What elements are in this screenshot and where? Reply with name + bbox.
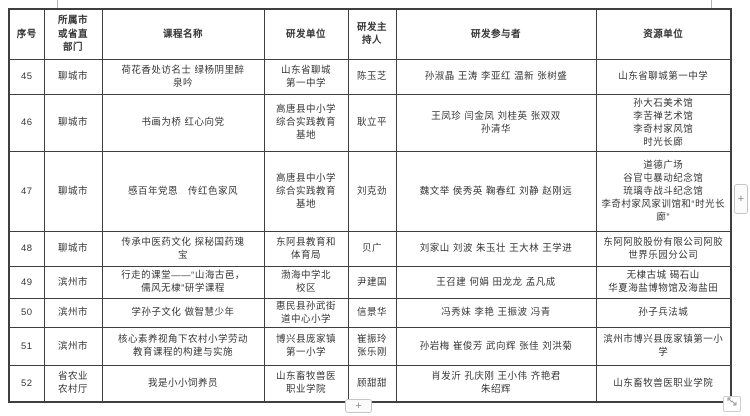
cell-unit: 高唐县中小学 综合实践教育 基地 [263, 150, 349, 232]
cell-unit: 东阿县教育和 体育局 [263, 230, 349, 267]
cell-unit: 山东省聊城 第一中学 [263, 58, 349, 95]
cell-participants: 孙淑晶 王涛 李亚红 温新 张树盛 [395, 58, 597, 95]
cell-resource: 山东省聊城第一中学 [595, 58, 732, 95]
cell-dept: 聊城市 [43, 93, 103, 152]
cell-resource: 山东畜牧兽医职业学院 [595, 364, 732, 403]
header-course: 课程名称 [101, 8, 265, 60]
cell-dept: 省农业 农村厅 [43, 364, 103, 403]
cell-lead: 信景华 [347, 297, 397, 328]
cell-course: 行走的课堂——“山海古邑， 儒风无棣”研学课程 [101, 265, 265, 299]
cell-participants: 王凤珍 闫金凤 刘桂英 张双双 孙清华 [395, 93, 597, 152]
cell-resource: 无棣古城 碣石山 华夏海盐博物馆及海盐田 [595, 265, 732, 299]
cell-no: 51 [8, 326, 45, 366]
cell-dept: 滨州市 [43, 265, 103, 299]
add-row-button[interactable]: + [345, 399, 372, 413]
table-row: 50 滨州市 学孙子文化 做智慧少年 惠民县孙武街 道中心小学 信景华 冯秀妹 … [8, 297, 732, 328]
cell-no: 48 [8, 230, 45, 267]
cell-no: 50 [8, 297, 45, 328]
plus-icon: + [737, 192, 745, 205]
cell-course: 感百年党恩 传红色家风 [101, 150, 265, 232]
table-resize-handle[interactable] [723, 396, 741, 412]
cell-no: 45 [8, 58, 45, 95]
cell-dept: 聊城市 [43, 230, 103, 267]
header-participants: 研发参与者 [395, 8, 597, 60]
page-artifact-line [711, 0, 712, 8]
header-unit: 研发单位 [263, 8, 349, 60]
cell-unit: 高唐县中小学 综合实践教育 基地 [263, 93, 349, 152]
cell-course: 荷花香处访名士 绿杨阴里醉 泉吟 [101, 58, 265, 95]
table-row: 45 聊城市 荷花香处访名士 绿杨阴里醉 泉吟 山东省聊城 第一中学 陈玉芝 孙… [8, 58, 732, 95]
cell-resource: 道德广场 谷官屯暴动纪念馆 琉璃寺战斗纪念馆 李奇村家风家训馆和“时光长 廊” [595, 150, 732, 232]
cell-lead: 尹建国 [347, 265, 397, 299]
table-row: 48 聊城市 传承中医药文化 探秘国药瑰 宝 东阿县教育和 体育局 贝广 刘家山… [8, 230, 732, 267]
header-dept: 所属市 或省直 部门 [43, 8, 103, 60]
course-table: 序号 所属市 或省直 部门 课程名称 研发单位 研发主 持人 研发参与者 资源单… [8, 8, 732, 403]
cell-course: 学孙子文化 做智慧少年 [101, 297, 265, 328]
cell-lead: 顾甜甜 [347, 364, 397, 403]
cell-resource: 东阿阿胶股份有限公司阿胶 世界乐园分公司 [595, 230, 732, 267]
table-row: 52 省农业 农村厅 我是小小饲养员 山东畜牧兽医 职业学院 顾甜甜 肖发沂 孔… [8, 364, 732, 403]
table-row: 49 滨州市 行走的课堂——“山海古邑， 儒风无棣”研学课程 渤海中学北 校区 … [8, 265, 732, 299]
table-row: 51 滨州市 核心素养视角下农村小学劳动 教育课程的构建与实施 博兴县庞家镇 第… [8, 326, 732, 366]
cell-course: 核心素养视角下农村小学劳动 教育课程的构建与实施 [101, 326, 265, 366]
cell-course: 传承中医药文化 探秘国药瑰 宝 [101, 230, 265, 267]
cell-participants: 王召建 何娟 田龙龙 孟凡成 [395, 265, 597, 299]
cell-dept: 滨州市 [43, 297, 103, 328]
cell-unit: 惠民县孙武街 道中心小学 [263, 297, 349, 328]
cell-dept: 滨州市 [43, 326, 103, 366]
header-no: 序号 [8, 8, 45, 60]
header-lead: 研发主 持人 [347, 8, 397, 60]
cell-no: 47 [8, 150, 45, 232]
cell-resource: 孙大石美术馆 李苦禅艺术馆 李奇村家风馆 时光长廊 [595, 93, 732, 152]
cell-no: 49 [8, 265, 45, 299]
cell-participants: 刘家山 刘波 朱玉壮 王大林 王学进 [395, 230, 597, 267]
cell-participants: 冯秀妹 李艳 王振波 冯青 [395, 297, 597, 328]
header-resource: 资源单位 [595, 8, 732, 60]
table-row: 47 聊城市 感百年党恩 传红色家风 高唐县中小学 综合实践教育 基地 刘克劲 … [8, 150, 732, 232]
cell-dept: 聊城市 [43, 58, 103, 95]
cell-course: 书画为桥 红心向党 [101, 93, 265, 152]
cell-participants: 肖发沂 孔庆刚 王小伟 齐艳君 朱绍辉 [395, 364, 597, 403]
cell-resource: 滨州市博兴县庞家镇第一小学 [595, 326, 732, 366]
cell-lead: 陈玉芝 [347, 58, 397, 95]
cell-unit: 渤海中学北 校区 [263, 265, 349, 299]
cell-unit: 博兴县庞家镇 第一小学 [263, 326, 349, 366]
diagonal-resize-icon [725, 395, 739, 413]
cell-course: 我是小小饲养员 [101, 364, 265, 403]
table-header-row: 序号 所属市 或省直 部门 课程名称 研发单位 研发主 持人 研发参与者 资源单… [8, 8, 732, 60]
cell-no: 46 [8, 93, 45, 152]
cell-unit: 山东畜牧兽医 职业学院 [263, 364, 349, 403]
cell-no: 52 [8, 364, 45, 403]
table-row: 46 聊城市 书画为桥 红心向党 高唐县中小学 综合实践教育 基地 耿立平 王凤… [8, 93, 732, 152]
plus-icon: + [355, 399, 362, 412]
add-column-button[interactable]: + [734, 184, 748, 214]
cell-resource: 孙子兵法城 [595, 297, 732, 328]
cell-participants: 孙岩梅 崔俊芳 武向辉 张佳 刘洪菊 [395, 326, 597, 366]
cell-participants: 魏文举 侯秀英 鞠春红 刘静 赵刚远 [395, 150, 597, 232]
page-artifact-line [57, 0, 58, 8]
cell-lead: 刘克劲 [347, 150, 397, 232]
cell-lead: 贝广 [347, 230, 397, 267]
cell-lead: 耿立平 [347, 93, 397, 152]
cell-lead: 崔振玲 张乐刚 [347, 326, 397, 366]
cell-dept: 聊城市 [43, 150, 103, 232]
